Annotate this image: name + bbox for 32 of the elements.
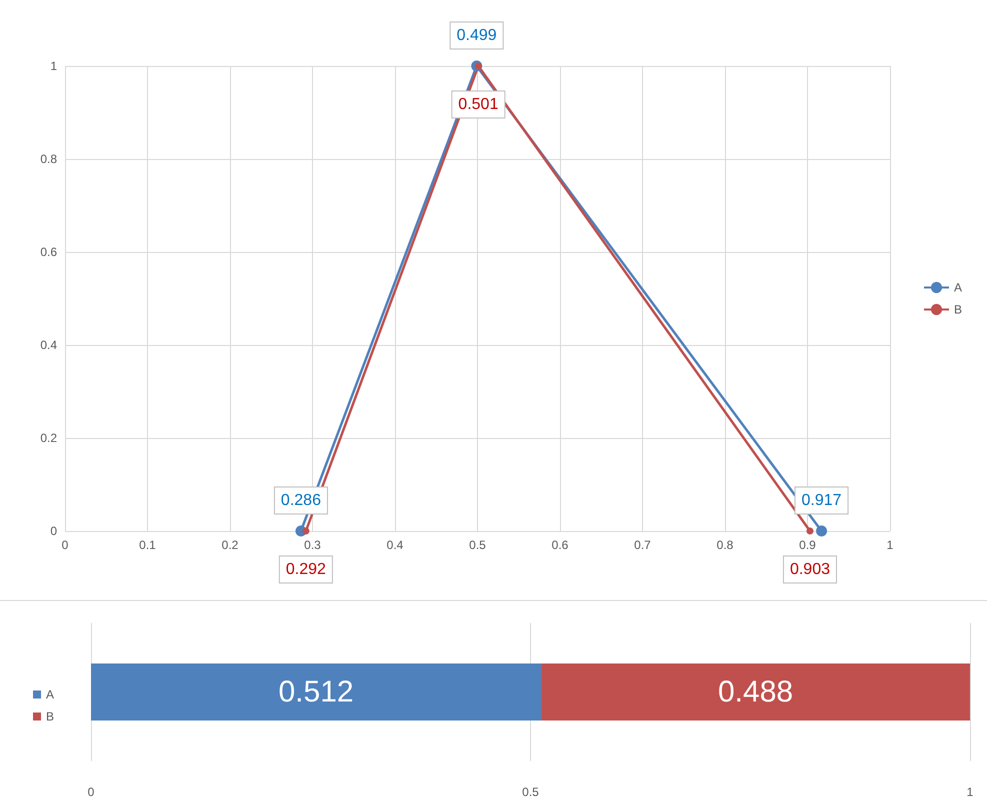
x-tick-label: 0.8 [716, 538, 734, 552]
x-tick-label: 0 [88, 785, 95, 799]
legend-label: B [46, 710, 54, 724]
y-tick-label: 0 [50, 524, 58, 538]
y-tick-label: 0.6 [40, 245, 58, 259]
data-label: 0.512 [278, 676, 354, 708]
x-tick-label: 0.1 [139, 538, 156, 552]
y-tick-label: 0.2 [40, 431, 58, 445]
x-tick-label: 0.3 [304, 538, 322, 552]
y-tick-label: 0.8 [40, 152, 58, 166]
legend-label: A [954, 280, 962, 294]
annotation: 0.286 [280, 492, 322, 509]
x-tick-label: 0.9 [799, 538, 816, 552]
x-tick-label: 0.5 [522, 785, 540, 799]
annotation: 0.292 [286, 561, 326, 578]
x-tick-label: 0 [62, 538, 69, 552]
annotation: 0.499 [456, 27, 497, 44]
annotation: 0.501 [458, 96, 498, 113]
x-tick-label: 1 [966, 785, 974, 799]
annotation: 0.903 [790, 561, 830, 578]
y-tick-label: 1 [50, 59, 58, 73]
legend-label: B [954, 302, 962, 316]
x-tick-label: 0.6 [552, 538, 569, 552]
annotation: 0.917 [802, 492, 842, 509]
data-label: 0.488 [718, 676, 794, 708]
x-tick-label: 0.5 [469, 538, 486, 552]
legend-label: A [46, 688, 54, 702]
x-tick-label: 0.4 [386, 538, 404, 552]
x-tick-label: 1 [886, 538, 894, 552]
x-tick-label: 0.7 [634, 538, 652, 552]
y-tick-label: 0.4 [40, 338, 58, 352]
x-tick-label: 0.2 [222, 538, 239, 552]
